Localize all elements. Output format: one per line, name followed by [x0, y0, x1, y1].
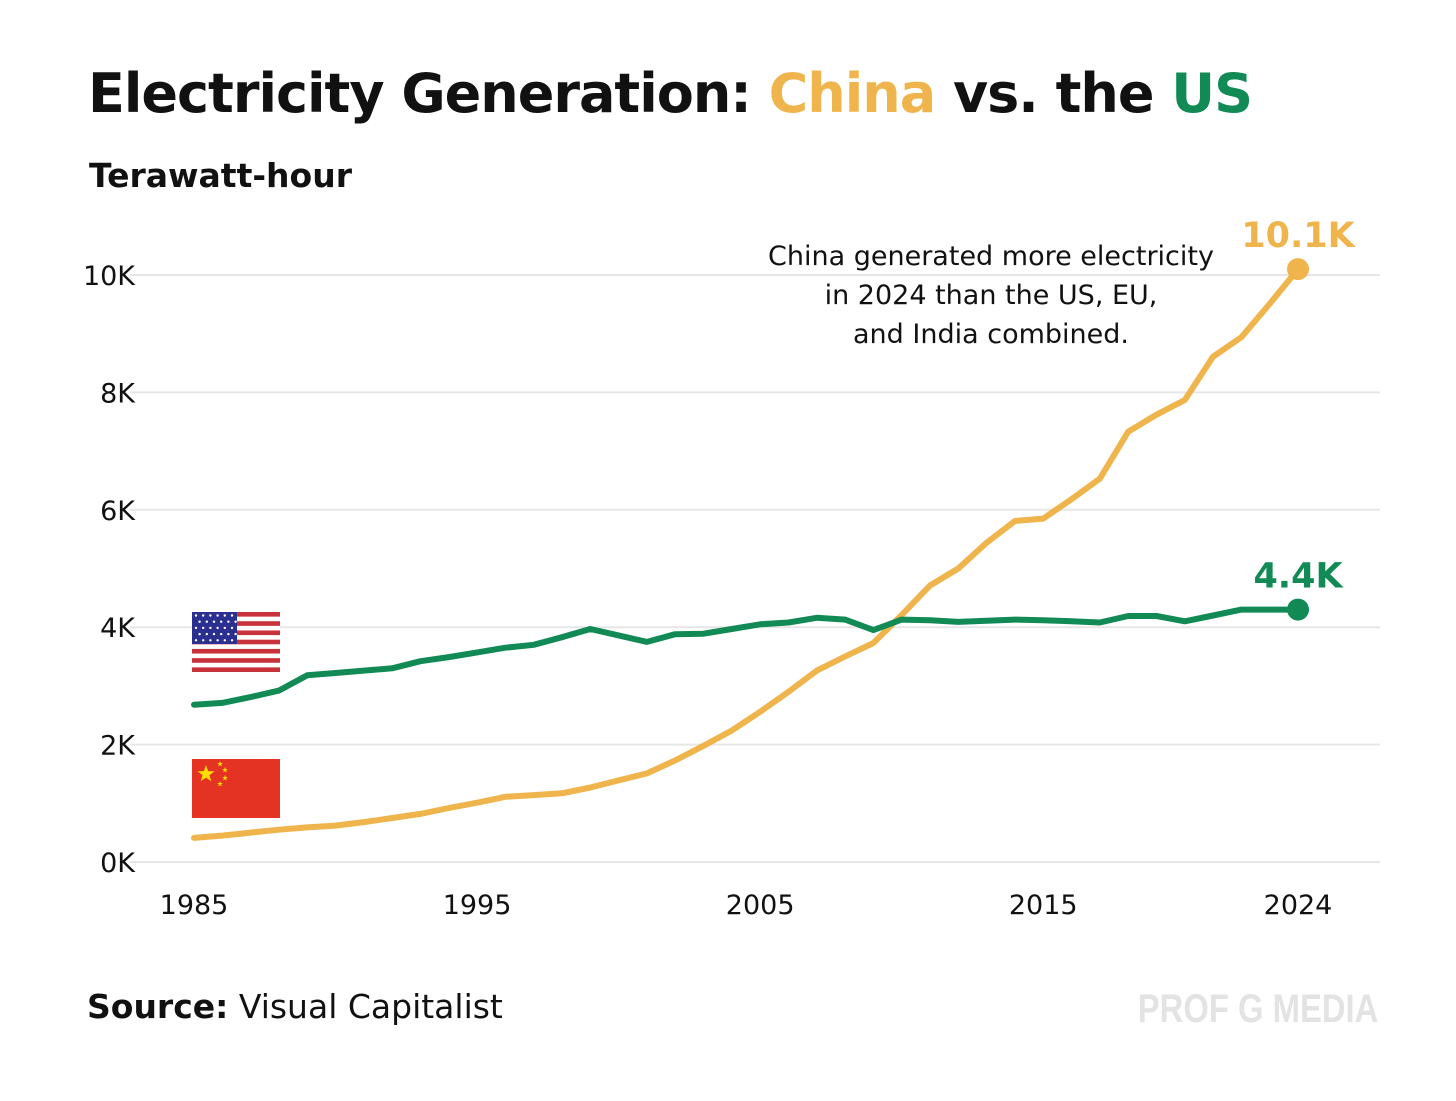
china-flag-icon: [192, 759, 280, 818]
y-axis-unit-label: Terawatt-hour: [89, 156, 352, 195]
y-tick-label: 6K: [100, 496, 136, 527]
title-middle: vs. the: [935, 62, 1172, 125]
x-tick-label: 2024: [1264, 890, 1333, 921]
title-china: China: [768, 62, 936, 125]
x-tick-label: 1985: [160, 890, 229, 921]
x-axis-ticks: 1985 1995 2005 2015 2024: [160, 890, 1333, 921]
y-tick-label: 4K: [100, 613, 136, 644]
y-tick-label: 8K: [100, 378, 136, 409]
y-axis-ticks: 0K 2K 4K 6K 8K 10K: [83, 261, 136, 879]
y-tick-label: 0K: [100, 848, 136, 879]
y-tick-label: 2K: [100, 731, 136, 762]
annotation-line-3: and India combined.: [853, 319, 1129, 350]
annotation-line-2: in 2024 than the US, EU,: [825, 280, 1158, 311]
title-us: US: [1171, 62, 1253, 125]
source-label: Source:: [87, 987, 229, 1026]
x-tick-label: 2015: [1009, 890, 1078, 921]
watermark-logo: PROF G MEDIA: [1137, 987, 1378, 1031]
annotation-line-1: China generated more electricity: [768, 241, 1214, 272]
chart-title: Electricity Generation: China vs. the US: [88, 62, 1253, 125]
end-point-us: [1287, 598, 1309, 621]
series-line-china: [191, 266, 1301, 841]
y-tick-label: 10K: [83, 261, 136, 292]
series-lines: [191, 266, 1301, 841]
series-line-us: [191, 606, 1301, 708]
x-tick-label: 2005: [726, 890, 795, 921]
grid-lines: [130, 274, 1380, 863]
us-flag-icon: [192, 612, 280, 672]
end-label-china: 10.1K: [1241, 216, 1356, 256]
line-chart: 0K 2K 4K 6K 8K 10K 1985 1995 2005 2015 2024 10.1K…: [83, 216, 1380, 921]
series-end-markers: 10.1K 4.4K: [1241, 216, 1357, 621]
x-tick-label: 1995: [443, 890, 512, 921]
end-point-china: [1287, 258, 1309, 281]
source-text: Visual Capitalist: [228, 987, 503, 1026]
source-note: Source: Visual Capitalist: [87, 987, 503, 1026]
end-label-us: 4.4K: [1253, 557, 1344, 597]
title-prefix: Electricity Generation:: [88, 62, 769, 125]
